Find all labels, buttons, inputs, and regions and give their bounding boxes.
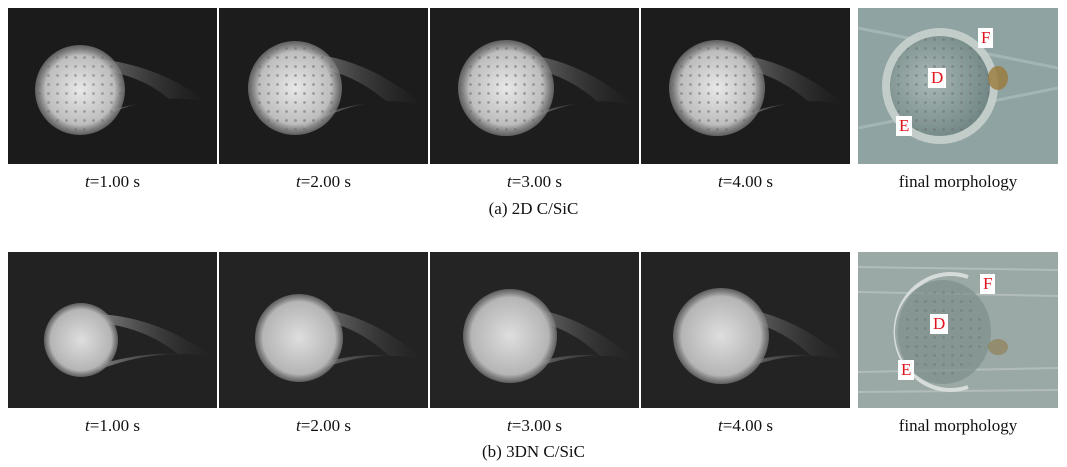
ablation-image [8,8,217,164]
final-morphology-a: F D E [858,8,1058,164]
time-caption-a-1: t=1.00 s [85,172,140,191]
time-caption-b-3: t=3.00 s [507,416,562,435]
time-caption-a-4: t=4.00 s [718,172,773,191]
ablation-image [8,252,217,408]
final-caption-b: final morphology [898,416,1018,435]
frame-a-3 [430,8,639,164]
ablation-image [430,8,639,164]
frame-a-4 [641,8,850,164]
frame-b-4 [641,252,850,408]
marker-E: E [896,116,913,136]
ablation-image [219,8,428,164]
marker-E: E [898,360,915,380]
time-caption-a-2: t=2.00 s [296,172,351,191]
specimen-photo [858,252,1058,408]
ablation-image [641,8,850,164]
ablation-image [641,252,850,408]
frame-b-2 [219,252,428,408]
final-morphology-b: F D E [858,252,1058,408]
frame-b-1 [8,252,217,408]
caption-a: (a) 2D C/SiC [488,199,579,218]
final-caption-a: final morphology [898,172,1018,191]
marker-F: F [980,274,996,294]
time-caption-b-4: t=4.00 s [718,416,773,435]
marker-D: D [930,314,949,334]
marker-D: D [928,68,947,88]
time-caption-a-3: t=3.00 s [507,172,562,191]
time-caption-b-2: t=2.00 s [296,416,351,435]
marker-F: F [978,28,994,48]
frame-a-1 [8,8,217,164]
ablation-image [219,252,428,408]
frame-a-2 [219,8,428,164]
caption-b: (b) 3DN C/SiC [482,442,585,461]
frame-b-3 [430,252,639,408]
specimen-photo [858,8,1058,164]
time-caption-b-1: t=1.00 s [85,416,140,435]
ablation-image [430,252,639,408]
